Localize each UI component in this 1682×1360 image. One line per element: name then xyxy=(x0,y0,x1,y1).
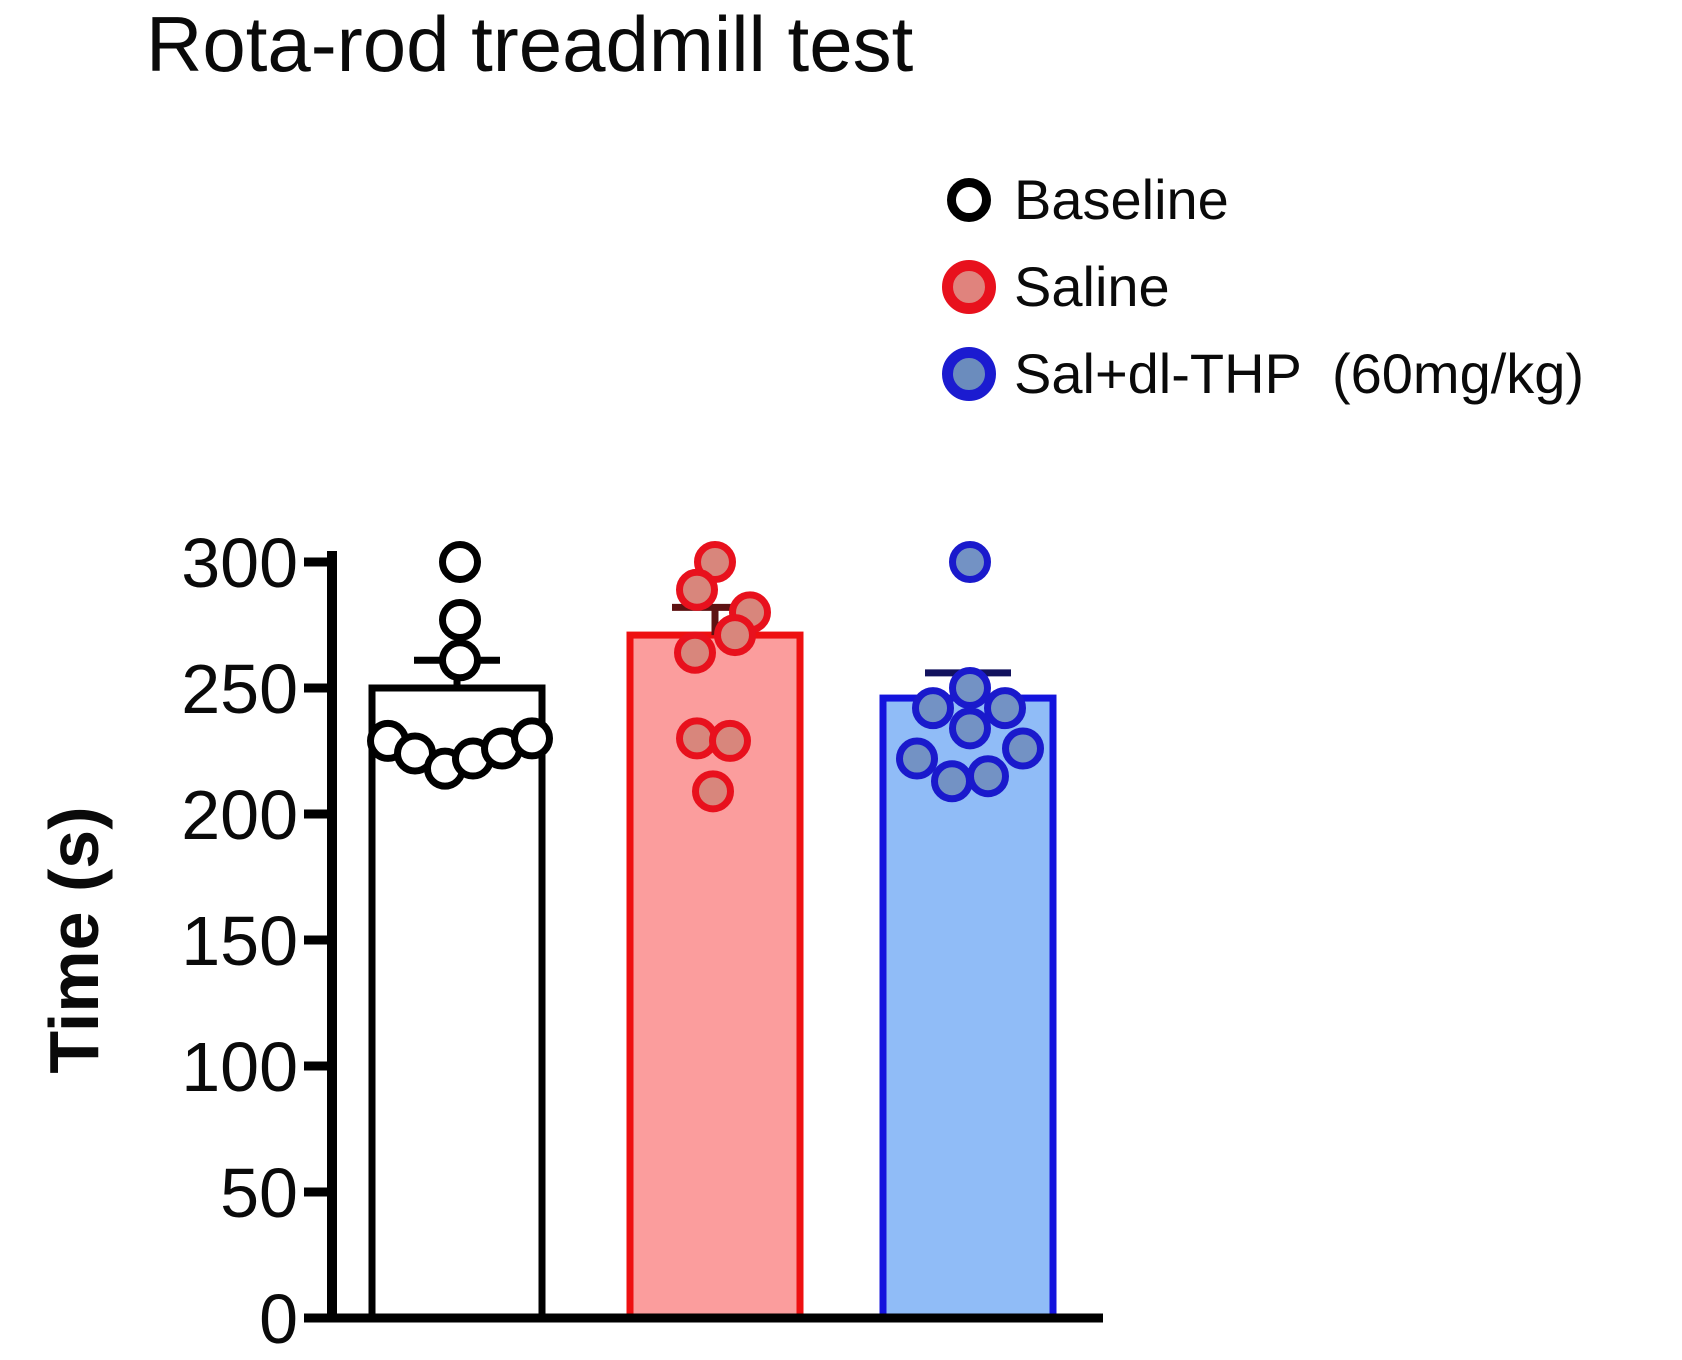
y-tick-label-0: 0 xyxy=(259,1280,298,1358)
legend: Baseline Saline Sal+dl-THP (60mg/kg) xyxy=(938,156,1584,417)
data-point-sal-dl-thp xyxy=(967,755,1009,798)
legend-item-baseline: Baseline xyxy=(938,156,1584,243)
legend-marker-wrap xyxy=(938,177,1000,222)
data-point-baseline xyxy=(511,717,553,760)
data-point-baseline xyxy=(439,598,481,641)
legend-label-sal-dl-thp: Sal+dl-THP (60mg/kg) xyxy=(1014,342,1585,405)
data-point-sal-dl-thp xyxy=(949,707,991,750)
data-point-saline xyxy=(714,614,756,657)
data-point-saline xyxy=(709,719,751,762)
data-point-sal-dl-thp xyxy=(912,687,954,730)
data-point-saline xyxy=(692,770,734,813)
legend-marker-wrap xyxy=(938,259,1000,314)
legend-item-sal-dl-thp: Sal+dl-THP (60mg/kg) xyxy=(938,330,1584,417)
y-tick-label-100: 100 xyxy=(181,1028,298,1106)
data-point-sal-dl-thp xyxy=(949,541,991,583)
data-point-sal-dl-thp xyxy=(1002,727,1044,770)
legend-label-baseline: Baseline xyxy=(1014,168,1229,231)
data-point-baseline xyxy=(439,541,481,583)
data-point-sal-dl-thp xyxy=(949,667,991,709)
y-tick-label-50: 50 xyxy=(220,1154,298,1232)
data-point-saline xyxy=(676,568,718,611)
data-point-sal-dl-thp xyxy=(931,760,973,803)
data-point-sal-dl-thp xyxy=(984,687,1026,730)
data-point-baseline xyxy=(439,639,481,682)
legend-marker-wrap xyxy=(938,346,1000,401)
sal-dl-thp-marker-icon xyxy=(942,346,996,401)
y-tick-label-150: 150 xyxy=(181,902,298,980)
data-point-saline xyxy=(674,631,716,674)
legend-item-saline: Saline xyxy=(938,243,1584,330)
y-tick-label-250: 250 xyxy=(181,650,298,728)
chart-title: Rota-rod treadmill test xyxy=(146,0,914,88)
data-point-sal-dl-thp xyxy=(896,737,938,780)
baseline-marker-icon xyxy=(947,177,991,222)
y-tick-label-300: 300 xyxy=(181,524,298,602)
saline-marker-icon xyxy=(942,259,996,314)
y-tick-label-200: 200 xyxy=(181,776,298,854)
legend-label-saline: Saline xyxy=(1014,255,1170,318)
